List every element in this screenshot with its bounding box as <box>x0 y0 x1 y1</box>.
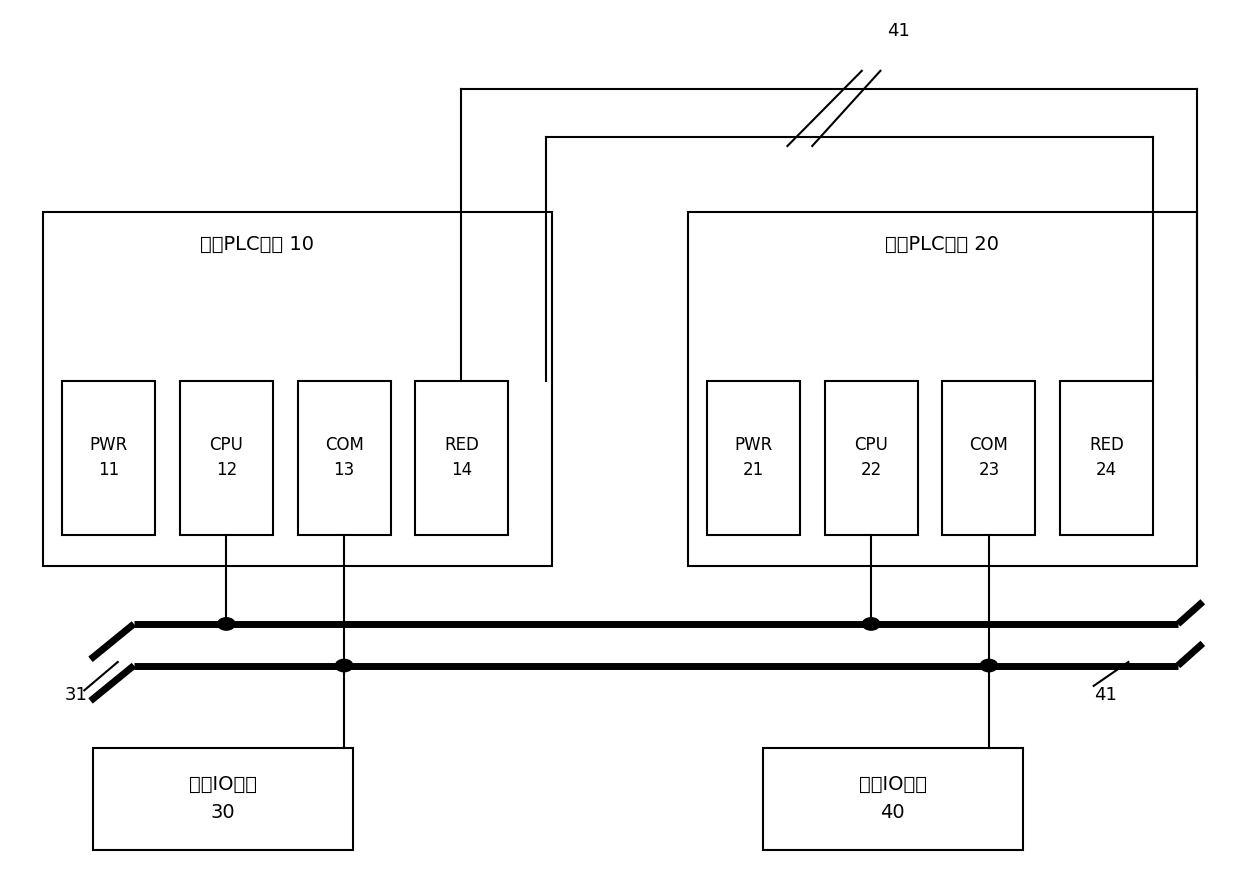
Text: PWR
21: PWR 21 <box>734 436 773 480</box>
Text: CPU
22: CPU 22 <box>854 436 888 480</box>
Bar <box>763 748 1023 850</box>
Circle shape <box>218 618 236 630</box>
Bar <box>43 212 552 566</box>
Text: 41: 41 <box>887 22 909 40</box>
Text: CPU
12: CPU 12 <box>210 436 243 480</box>
Text: 第一PLC设备 10: 第一PLC设备 10 <box>200 235 314 253</box>
Text: RED
24: RED 24 <box>1089 436 1125 480</box>
Bar <box>1060 381 1153 535</box>
Text: 第一IO模块
30: 第一IO模块 30 <box>190 775 257 822</box>
Bar <box>415 381 508 535</box>
Text: 第二IO模块
40: 第二IO模块 40 <box>859 775 926 822</box>
Circle shape <box>335 659 353 672</box>
Text: RED
14: RED 14 <box>444 436 480 480</box>
Text: COM
13: COM 13 <box>325 436 363 480</box>
Text: 41: 41 <box>1094 686 1116 704</box>
Bar <box>707 381 800 535</box>
Text: 第二PLC设备 20: 第二PLC设备 20 <box>885 235 999 253</box>
Bar <box>180 381 273 535</box>
Text: 31: 31 <box>64 686 87 704</box>
Bar <box>62 381 155 535</box>
Circle shape <box>980 659 997 672</box>
Bar <box>298 381 391 535</box>
Bar <box>688 212 1197 566</box>
Circle shape <box>863 618 880 630</box>
Bar <box>93 748 353 850</box>
Bar <box>825 381 918 535</box>
Text: COM
23: COM 23 <box>970 436 1008 480</box>
Bar <box>942 381 1035 535</box>
Text: PWR
11: PWR 11 <box>89 436 128 480</box>
